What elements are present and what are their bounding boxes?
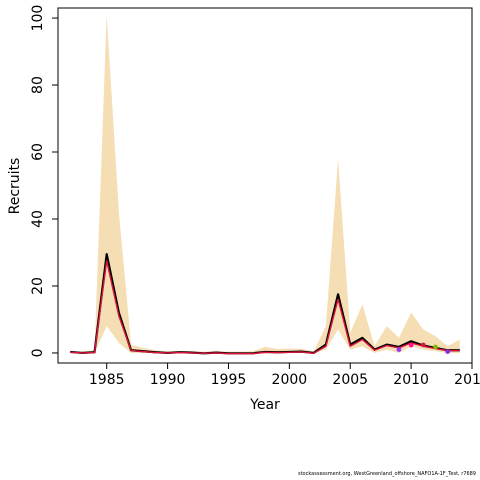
confidence-band [70,14,460,353]
y-tick-label: 100 [30,5,46,32]
x-tick-label: 1985 [89,372,125,388]
data-point-3 [420,342,426,348]
x-tick-label: 2000 [272,372,308,388]
y-tick-label: 40 [30,210,46,228]
x-axis-title: Year [249,397,280,413]
x-tick-label: 2005 [332,372,368,388]
y-tick-label: 20 [30,277,46,295]
y-tick-label: 80 [30,76,46,94]
data-point-4 [433,344,438,350]
y-axis-title: Recruits [7,158,23,215]
data-point-5 [445,349,450,354]
footer-credit: stockassessment.org, WestGreenland_offsh… [297,471,476,477]
data-point-1 [396,347,402,352]
y-axis: 0 20 40 60 80 100 [30,5,58,357]
x-tick-label: 1995 [211,372,247,388]
plot-frame [57,7,473,364]
series-line-2 [70,260,460,355]
y-tick-label: 0 [30,348,46,357]
y-tick-label: 60 [30,143,46,161]
data-point-2 [408,342,414,348]
x-tick-label: 1990 [150,372,186,388]
x-axis: 1985 1990 1995 2000 2005 2010 2015 [89,363,480,388]
x-tick-label: 2015 [454,372,480,388]
x-tick-label: 2010 [393,372,429,388]
